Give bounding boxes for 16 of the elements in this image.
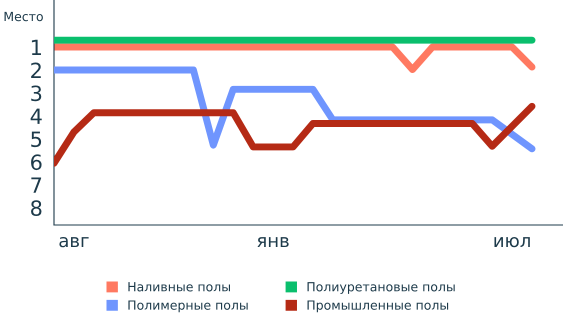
x-tick-label: июл (494, 236, 530, 248)
y-tick-label: 7 (31, 178, 42, 193)
legend-label: Полиуретановые полы (308, 282, 455, 294)
legend-label: Наливные полы (128, 282, 230, 292)
legend-label: Полимерные полы (128, 300, 248, 312)
x-tick-label: янв (257, 237, 289, 248)
y-tick-label: 8 (31, 200, 42, 216)
x-tick-label: авг (59, 236, 89, 248)
y-tick-label: 1 (32, 40, 41, 55)
y-tick-label: 4 (30, 108, 42, 124)
y-tick-label: 3 (31, 85, 42, 102)
y-tick-label: 5 (31, 132, 42, 148)
legend-label: Промышленные полы (308, 300, 448, 312)
y-tick-label: 2 (31, 62, 41, 78)
y-tick-label: 6 (31, 154, 42, 170)
y-axis-title: Место (4, 12, 43, 22)
